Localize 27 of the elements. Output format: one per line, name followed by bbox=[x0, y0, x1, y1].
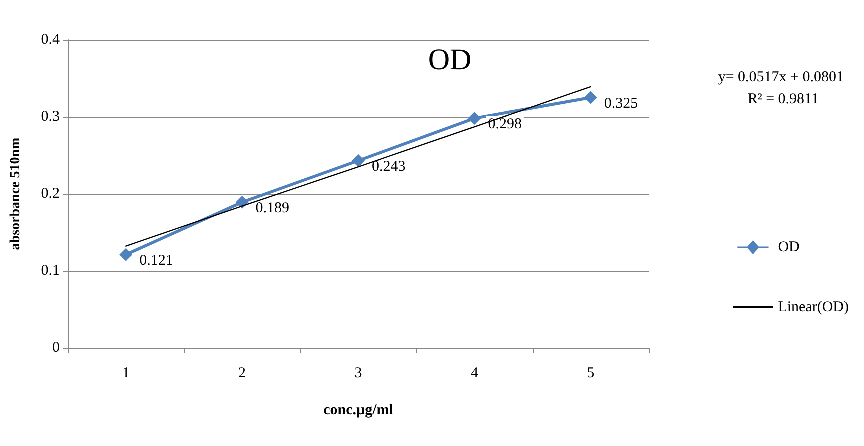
y-tick-label: 0.3 bbox=[41, 109, 60, 125]
data-label: 0.325 bbox=[604, 96, 638, 112]
point bbox=[352, 154, 365, 168]
x-axis-title: conc.µg/ml bbox=[324, 402, 394, 418]
y-axis-title: absorbance 510nm bbox=[8, 137, 24, 250]
x-tick-label: 4 bbox=[470, 366, 479, 382]
y-tick-label: 0.1 bbox=[41, 263, 60, 279]
y-tick-label: 0 bbox=[52, 340, 60, 356]
legend-label: Linear(OD) bbox=[778, 300, 850, 316]
legend-label: OD bbox=[778, 240, 800, 256]
point bbox=[236, 196, 249, 209]
point bbox=[468, 112, 482, 126]
point bbox=[120, 248, 133, 262]
x-tick-label: 1 bbox=[122, 366, 130, 382]
data-label: 0.298 bbox=[488, 116, 522, 133]
x-tick-label: 2 bbox=[238, 366, 246, 382]
x-tick-label: 3 bbox=[354, 366, 362, 382]
chart-title: OD bbox=[428, 44, 472, 76]
text: y= 0.0517x + 0.0801 bbox=[718, 70, 844, 86]
point bbox=[584, 91, 598, 104]
text: R² = 0.9811 bbox=[748, 92, 819, 108]
x-tick-label: 5 bbox=[587, 366, 595, 382]
data-label: 0.243 bbox=[372, 158, 406, 175]
data-label: 0.189 bbox=[256, 200, 290, 216]
data-label: 0.121 bbox=[140, 252, 174, 269]
y-tick-label: 0.4 bbox=[41, 32, 60, 48]
y-tick-label: 0.2 bbox=[41, 186, 60, 202]
